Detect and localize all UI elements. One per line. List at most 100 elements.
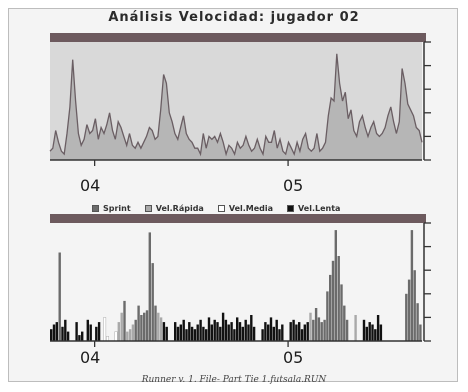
speed-bar — [345, 319, 349, 341]
speed-bar — [52, 324, 56, 341]
speed-bar — [140, 315, 143, 341]
speed-bar — [272, 326, 275, 341]
speed-bar — [185, 329, 188, 341]
speed-bar — [78, 335, 81, 341]
speed-bar — [419, 324, 422, 341]
legend-item: Vel.Rápida — [144, 203, 204, 213]
legend-swatch — [144, 204, 152, 212]
speed-bar — [252, 326, 256, 341]
speed-bar — [331, 260, 335, 341]
bottom-x-tick-04: 04 — [80, 348, 101, 367]
speed-bar — [250, 315, 253, 341]
speed-bar — [128, 329, 132, 341]
speed-bar — [241, 326, 244, 341]
speed-bar — [95, 326, 98, 341]
speed-bar — [151, 263, 154, 341]
speed-bar — [126, 331, 129, 341]
speed-bar — [306, 322, 309, 341]
speed-bar — [261, 329, 264, 341]
speed-bar — [196, 324, 199, 341]
speed-bar — [269, 317, 273, 341]
speed-bar — [81, 331, 84, 341]
speed-bar — [123, 300, 126, 341]
speed-bar — [300, 329, 304, 341]
speed-bar — [379, 324, 383, 341]
legend: Sprint Vel.Rápida Vel.Media Vel.Lenta — [92, 201, 340, 215]
speed-bar — [337, 256, 340, 341]
bottom-speed-zone-bar-chart — [50, 222, 431, 347]
speed-bar — [190, 326, 194, 341]
legend-swatch — [287, 204, 295, 212]
speed-bar — [154, 305, 157, 341]
speed-bar — [182, 319, 185, 341]
speed-bar — [120, 312, 123, 341]
speed-bar — [221, 312, 225, 341]
speed-bar — [134, 319, 137, 341]
speed-bar — [405, 293, 408, 341]
top-x-tick-04: 04 — [80, 176, 101, 195]
speed-bar — [320, 322, 323, 341]
speed-bar — [236, 317, 239, 341]
bottom-x-tick-05: 05 — [283, 348, 304, 367]
top-x-tick-05: 05 — [283, 176, 304, 195]
speed-bar — [407, 279, 411, 341]
speed-bar — [117, 322, 120, 341]
legend-label: Vel.Media — [228, 203, 274, 213]
speed-bar — [193, 329, 197, 341]
footer-status: Runner v. 1. File- Part Tie 1.futsala.RU… — [141, 375, 327, 385]
speed-bar — [131, 324, 135, 341]
speed-bar — [75, 322, 78, 341]
speed-bar — [329, 274, 332, 341]
speed-bar — [275, 319, 278, 341]
speed-bar — [114, 331, 118, 342]
speed-bar — [368, 322, 371, 341]
speed-bar — [278, 329, 281, 341]
speed-bar — [354, 315, 357, 341]
legend-item: Sprint — [92, 204, 131, 213]
legend-swatch — [217, 204, 225, 212]
speed-bar — [97, 322, 101, 341]
bottom-chart-header-bar — [50, 214, 426, 223]
speed-bar — [410, 230, 414, 341]
speed-bar — [295, 324, 298, 341]
speed-bar — [292, 319, 295, 341]
speed-bar — [86, 319, 89, 341]
speed-bar — [365, 326, 368, 341]
top-speed-area-chart — [49, 41, 431, 166]
legend-label: Vel.Rápida — [155, 203, 204, 213]
speed-bar — [340, 284, 343, 341]
speed-bar — [216, 322, 219, 341]
top-chart-header-bar — [50, 33, 426, 42]
speed-bar — [159, 317, 163, 341]
speed-bar — [202, 326, 205, 341]
legend-item: Vel.Lenta — [287, 204, 340, 213]
speed-bar — [179, 324, 182, 341]
speed-bar — [238, 322, 242, 341]
speed-bar — [374, 329, 377, 341]
speed-bar — [326, 291, 329, 341]
speed-bar — [103, 317, 107, 342]
speed-bar — [219, 326, 222, 341]
speed-bar — [334, 230, 337, 341]
speed-bar — [343, 305, 346, 341]
speed-bar — [207, 317, 211, 341]
speed-bar — [213, 319, 216, 341]
speed-bar — [227, 324, 230, 341]
speed-bar — [157, 312, 160, 341]
speed-bar — [303, 324, 306, 341]
speed-bar — [58, 252, 61, 341]
speed-bar — [267, 324, 270, 341]
speed-bar — [165, 326, 168, 341]
speed-line — [49, 53, 423, 157]
speed-bar — [66, 331, 70, 341]
speed-bar — [89, 324, 92, 341]
speed-bar — [413, 270, 416, 341]
speed-bar — [148, 232, 151, 341]
speed-bar — [50, 329, 53, 341]
speed-bar — [416, 303, 419, 341]
speed-bar — [371, 324, 374, 341]
legend-label: Vel.Lenta — [298, 203, 341, 213]
speed-bar — [210, 324, 213, 341]
speed-bar — [244, 319, 247, 341]
speed-bar — [281, 324, 284, 341]
